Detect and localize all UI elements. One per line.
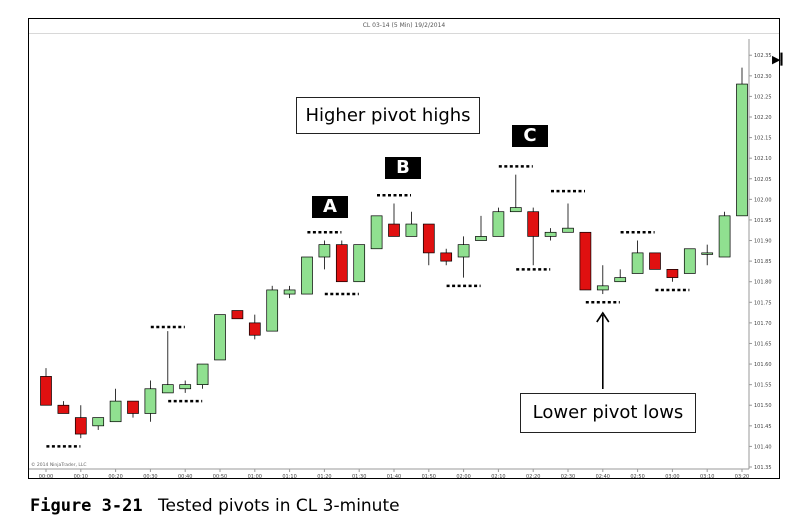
time-tick-label: 02:40 <box>596 474 610 480</box>
pivot-label-b: B <box>385 157 421 179</box>
price-tick-label: 101.80 <box>754 280 772 286</box>
candle-up <box>109 400 122 423</box>
candle-up <box>614 277 627 283</box>
candle-up <box>683 248 696 274</box>
candle-up <box>161 384 174 394</box>
time-tick-label: 02:50 <box>630 474 644 480</box>
time-tick-label: 00:30 <box>143 474 157 480</box>
pivot-label-a: A <box>312 196 348 218</box>
candle-up <box>196 363 209 385</box>
time-tick-label: 03:20 <box>735 474 749 480</box>
candle-up <box>718 215 731 258</box>
price-tick-label: 101.40 <box>754 444 772 450</box>
candle-down <box>74 417 87 435</box>
price-tick-label: 101.90 <box>754 239 772 245</box>
price-tick-label: 102.10 <box>754 156 772 162</box>
candle-up <box>353 244 366 283</box>
candle-down <box>422 223 435 254</box>
time-tick-label: 03:00 <box>665 474 679 480</box>
price-tick-label: 102.20 <box>754 115 772 121</box>
time-tick-label: 01:50 <box>422 474 436 480</box>
price-tick-label: 101.70 <box>754 321 772 327</box>
price-tick-label: 102.25 <box>754 94 772 100</box>
candle-up <box>179 384 192 390</box>
chart-frame: CL 03-14 (5 Min) 19/2/2014 102.35 102.30 1… <box>28 18 789 480</box>
price-tick-label: 101.95 <box>754 218 772 224</box>
time-tick-label: 00:10 <box>74 474 88 480</box>
lower-pivot-lows-text: Lower pivot lows <box>532 402 684 423</box>
candle-down <box>127 400 139 414</box>
candle-up <box>562 227 574 233</box>
candle-down <box>388 223 400 237</box>
price-tick-label: 101.65 <box>754 341 772 347</box>
price-tick-label: 102.35 <box>754 53 772 59</box>
time-tick-label: 01:00 <box>248 474 262 480</box>
candle-down <box>40 376 52 406</box>
candle-up <box>736 83 748 217</box>
price-tick-label: 101.75 <box>754 300 772 306</box>
copyright-text: © 2014 NinjaTrader, LLC <box>31 461 86 468</box>
pivot-label-c: C <box>512 125 548 147</box>
price-tick-label: 101.50 <box>754 403 772 409</box>
time-tick-label: 01:20 <box>317 474 331 480</box>
candle-up <box>144 388 157 414</box>
time-tick-label: 02:00 <box>456 474 470 480</box>
candle-up <box>492 211 505 237</box>
candle-down <box>579 231 592 291</box>
candle-up <box>509 207 522 213</box>
candle-down <box>57 404 70 414</box>
candlestick-chart: 102.35 102.30 102.25 102.20 102.15 102.10 102.… <box>29 39 772 480</box>
figure-caption: Figure 3-21 Tested pivots in CL 3-minute <box>30 496 400 516</box>
candle-down <box>248 322 261 336</box>
time-tick-label: 00:40 <box>178 474 192 480</box>
candle-up <box>631 252 644 274</box>
candle-down <box>527 211 540 237</box>
time-tick-label: 02:10 <box>491 474 505 480</box>
price-tick-label: 101.55 <box>754 383 772 389</box>
candle-up <box>266 289 279 332</box>
time-tick-label: 00:00 <box>39 474 53 480</box>
window-title: CL 03-14 (5 Min) 19/2/2014 <box>29 19 779 34</box>
candle-up <box>701 252 714 255</box>
higher-pivot-highs-text: Higher pivot highs <box>305 105 471 126</box>
figure-text: Tested pivots in CL 3-minute <box>158 496 400 516</box>
candle-down <box>231 310 244 320</box>
time-tick-label: 02:30 <box>561 474 575 480</box>
figure-number: Figure 3-21 <box>30 496 143 516</box>
candle-up <box>544 231 557 237</box>
candle-up <box>283 289 296 295</box>
time-tick-label: 00:50 <box>213 474 227 480</box>
candle-up <box>92 417 105 427</box>
candle-up <box>214 314 226 361</box>
price-tick-label: 101.45 <box>754 424 772 430</box>
price-tick-label: 101.85 <box>754 259 772 265</box>
candle-up <box>301 256 313 295</box>
candle-up <box>596 285 609 291</box>
time-tick-label: 00:20 <box>108 474 122 480</box>
lower-pivot-lows-callout: Lower pivot lows <box>520 393 696 433</box>
time-tick-label: 01:10 <box>282 474 296 480</box>
price-tick-label: 102.30 <box>754 74 772 80</box>
price-tick-label: 101.60 <box>754 362 772 368</box>
price-tick-label: 101.35 <box>754 465 772 471</box>
play-end-icon[interactable]: ▶▎ <box>772 53 789 66</box>
candle-up <box>405 223 418 237</box>
candle-down <box>649 252 661 270</box>
time-tick-label: 02:20 <box>526 474 540 480</box>
candle-down <box>440 252 453 262</box>
candle-down <box>335 244 348 283</box>
time-tick-label: 01:30 <box>352 474 366 480</box>
price-tick-label: 102.00 <box>754 197 772 203</box>
price-tick-label: 102.05 <box>754 177 772 183</box>
higher-pivot-highs-callout: Higher pivot highs <box>296 97 480 134</box>
price-tick-label: 102.15 <box>754 136 772 142</box>
pivot-arrow-head <box>596 311 610 323</box>
candle-down <box>666 269 679 278</box>
time-tick-label: 03:10 <box>700 474 714 480</box>
candle-up <box>370 215 383 250</box>
candle-up <box>318 244 331 258</box>
time-tick-label: 01:40 <box>387 474 401 480</box>
candle-up <box>457 244 470 258</box>
candle-up <box>475 236 487 241</box>
